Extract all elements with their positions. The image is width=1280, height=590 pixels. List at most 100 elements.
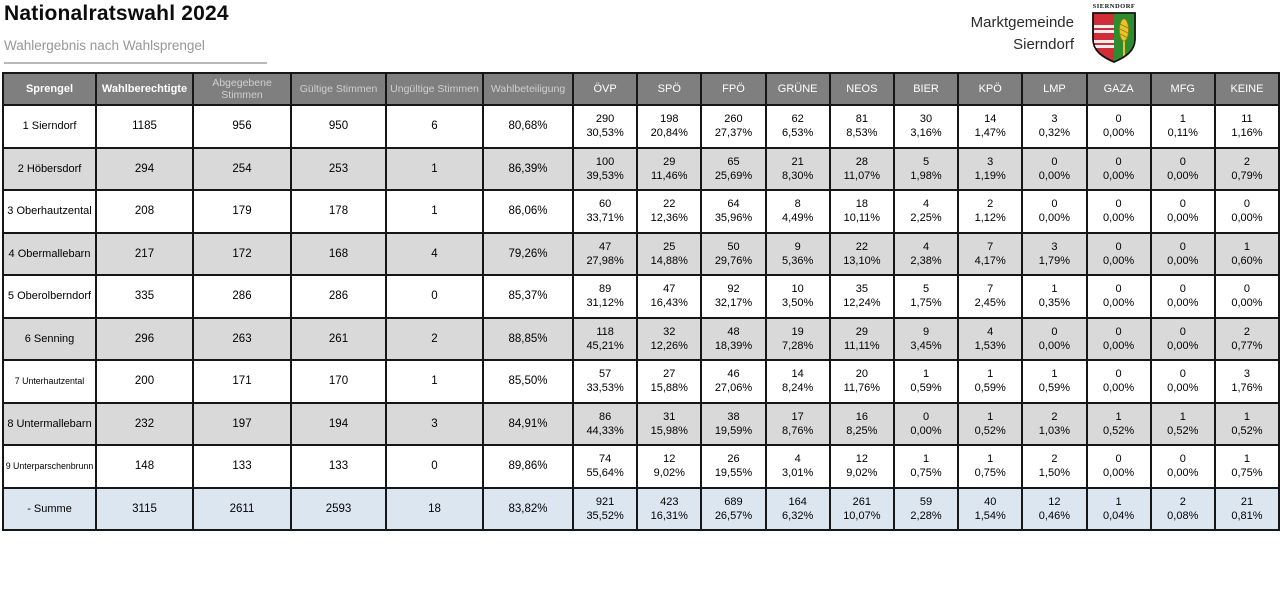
party-percent: 6,32% [782, 509, 814, 522]
party-percent: 1,54% [974, 509, 1006, 522]
cell-valid-votes: 133 [290, 444, 387, 489]
cell-party-result: 0 0,00% [1085, 231, 1152, 276]
cell-party-result: 16 8,25% [828, 401, 895, 446]
party-votes: 0 [1179, 368, 1186, 381]
cell-invalid-votes: 3 [385, 401, 484, 446]
party-votes: 14 [984, 113, 997, 126]
cell-valid-votes: 253 [290, 146, 387, 191]
cell-party-result: 65 25,69% [700, 146, 767, 191]
party-percent: 0,77% [1231, 339, 1263, 352]
cell-party-result: 12 9,02% [636, 444, 703, 489]
party-votes: 0 [1179, 198, 1186, 211]
party-votes: 17 [791, 410, 804, 423]
cell-turnout: 80,68% [482, 104, 574, 149]
party-votes: 32 [663, 325, 676, 338]
cell-eligible-voters: 148 [95, 444, 194, 489]
cell-party-result: 47 27,98% [571, 231, 639, 276]
cell-turnout: 86,06% [482, 189, 574, 234]
party-votes: 25 [663, 240, 676, 253]
party-percent: 1,76% [1231, 382, 1263, 395]
party-votes: 38 [727, 410, 740, 423]
party-votes: 22 [663, 198, 676, 211]
cell-party-result: 59 2,28% [892, 486, 960, 531]
municipality-name-line2: Sierndorf [1013, 35, 1074, 53]
party-votes: 92 [727, 283, 740, 296]
party-votes: 0 [1115, 155, 1122, 168]
party-votes: 47 [598, 240, 612, 253]
cell-party-result: 0 0,00% [1085, 444, 1152, 489]
party-votes: 100 [595, 155, 615, 168]
cell-party-result: 0 0,00% [1085, 104, 1152, 149]
party-votes: 0 [922, 410, 930, 423]
cell-party-result: 290 30,53% [571, 104, 639, 149]
party-votes: 48 [727, 325, 740, 338]
cell-party-result: 9 5,36% [764, 231, 831, 276]
cell-turnout: 84,91% [482, 401, 574, 446]
cell-turnout: 89,86% [482, 444, 574, 489]
cell-votes-cast: 179 [192, 189, 292, 234]
cell-party-result: 3 1,19% [957, 146, 1024, 191]
cell-party-result: 29 11,46% [636, 146, 703, 191]
cell-party-result: 4 2,25% [892, 189, 960, 234]
party-votes: 1 [1243, 410, 1251, 423]
party-percent: 0,00% [1038, 212, 1070, 225]
party-percent: 14,88% [650, 254, 688, 267]
cell-party-result: 14 1,47% [957, 104, 1024, 149]
party-votes: 26 [727, 453, 740, 466]
party-percent: 0,81% [1231, 509, 1263, 522]
party-percent: 0,52% [1231, 424, 1263, 437]
cell-valid-votes: 170 [290, 359, 387, 404]
party-percent: 0,08% [1167, 509, 1199, 522]
party-column-header: ÖVP [571, 72, 639, 106]
cell-party-result: 2 1,50% [1021, 444, 1088, 489]
party-percent: 0,00% [1102, 254, 1135, 267]
cell-party-result: 30 3,16% [892, 104, 960, 149]
party-votes: 9 [922, 325, 930, 338]
party-percent: 0,00% [1167, 382, 1199, 395]
cell-party-result: 20 11,76% [828, 359, 895, 404]
party-percent: 0,75% [1231, 467, 1263, 480]
precinct-row: 6 Senning 296 263 261 2 88,85% 118 45,21% 32 12,2… [2, 316, 1280, 361]
cell-invalid-votes: 4 [385, 231, 484, 276]
cell-turnout: 88,85% [482, 316, 574, 361]
cell-party-result: 1 0,11% [1149, 104, 1216, 149]
cell-votes-cast: 172 [192, 231, 292, 276]
party-votes: 1 [922, 453, 930, 466]
party-votes: 5 [922, 283, 930, 296]
party-votes: 9 [794, 240, 801, 253]
party-votes: 1 [1051, 283, 1058, 296]
column-header: Ungültige Stimmen [385, 72, 484, 106]
precinct-row: 9 Unterparschenbrunn 148 133 133 0 89,86% 74 55… [2, 444, 1280, 489]
party-percent: 0,75% [974, 467, 1006, 480]
party-votes: 40 [984, 495, 997, 508]
party-percent: 0,52% [1102, 424, 1135, 437]
cell-party-result: 1 0,75% [1213, 444, 1280, 489]
cell-precinct-name: 3 Oberhautzental [2, 189, 97, 234]
party-percent: 0,52% [1167, 424, 1199, 437]
party-percent: 1,12% [974, 212, 1006, 225]
party-votes: 59 [919, 495, 933, 508]
party-votes: 14 [791, 368, 804, 381]
cell-eligible-voters: 335 [95, 274, 194, 319]
party-votes: 27 [663, 368, 676, 381]
party-votes: 62 [791, 113, 804, 126]
party-percent: 0,00% [1038, 169, 1070, 182]
party-votes: 22 [855, 240, 868, 253]
cell-party-result: 100 39,53% [571, 146, 639, 191]
party-votes: 0 [1051, 198, 1058, 211]
cell-party-result: 0 0,00% [1149, 274, 1216, 319]
cell-valid-votes: 168 [290, 231, 387, 276]
party-percent: 4,17% [974, 254, 1006, 267]
cell-invalid-votes: 1 [385, 146, 484, 191]
party-percent: 2,28% [910, 509, 942, 522]
party-percent: 8,53% [846, 127, 878, 140]
cell-party-result: 22 13,10% [828, 231, 895, 276]
party-percent: 15,98% [650, 424, 688, 437]
party-percent: 1,03% [1038, 424, 1070, 437]
party-percent: 1,16% [1231, 127, 1263, 140]
cell-party-result: 8 4,49% [764, 189, 831, 234]
party-percent: 27,37% [714, 127, 753, 140]
party-percent: 8,76% [782, 424, 814, 437]
cell-invalid-votes: 2 [385, 316, 484, 361]
party-votes: 2 [1243, 155, 1251, 168]
